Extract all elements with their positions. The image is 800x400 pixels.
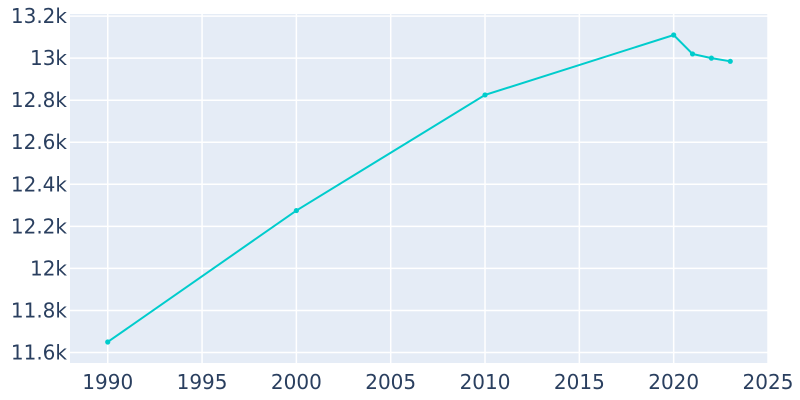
x-tick-label: 1995 <box>177 370 228 394</box>
y-tick-label: 11.8k <box>11 298 68 322</box>
y-tick-label: 11.6k <box>11 340 68 364</box>
plot-area <box>70 14 768 363</box>
data-point <box>293 207 299 214</box>
y-tick-label: 12k <box>30 256 67 280</box>
y-tick-label: 12.2k <box>11 214 68 238</box>
x-tick-label: 2005 <box>365 370 416 394</box>
x-tick-label: 2000 <box>271 370 322 394</box>
data-point <box>708 55 715 61</box>
x-tick-label: 2015 <box>554 370 605 394</box>
y-tick-label: 12.8k <box>11 88 68 112</box>
y-tick-label: 13.2k <box>11 4 68 28</box>
data-point <box>105 339 111 345</box>
x-axis: 1990 1995 2000 2005 2010 2015 2020 2025 <box>82 370 793 394</box>
y-tick-label: 13k <box>30 46 67 70</box>
data-point <box>482 92 488 98</box>
x-tick-label: 2010 <box>460 370 511 394</box>
gridlines <box>70 14 769 363</box>
x-tick-label: 2025 <box>743 370 794 394</box>
data-point <box>689 51 696 57</box>
data-series <box>105 32 733 345</box>
y-tick-label: 12.4k <box>11 172 68 196</box>
data-point <box>727 58 733 64</box>
y-tick-label: 12.6k <box>11 130 68 154</box>
data-point <box>671 32 677 38</box>
x-tick-label: 2020 <box>648 370 699 394</box>
y-axis: 11.6k 11.8k 12k 12.2k 12.4k 12.6k 12.8k 13k 13.2… <box>11 4 68 364</box>
x-tick-label: 1990 <box>82 370 133 394</box>
